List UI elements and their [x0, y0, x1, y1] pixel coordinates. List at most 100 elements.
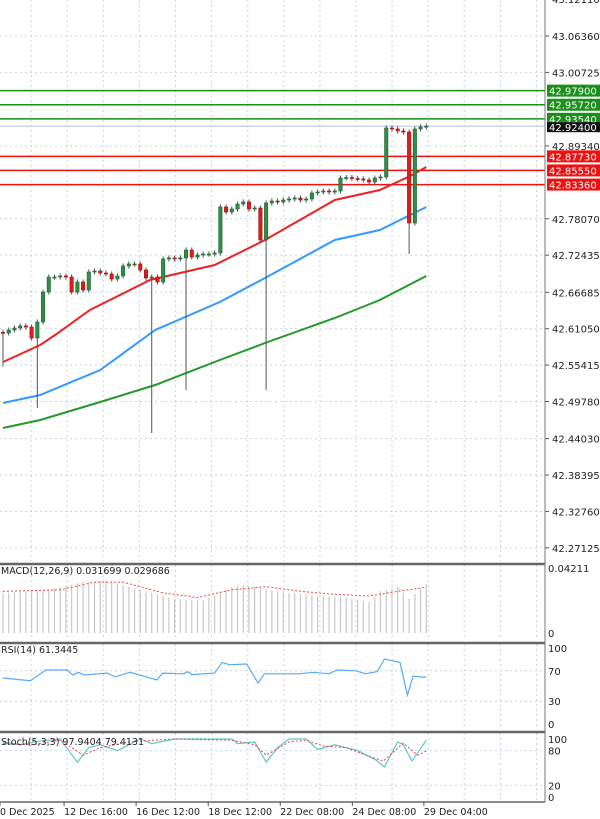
candle — [149, 274, 154, 434]
time-tick-label: 29 Dec 04:00 — [424, 807, 488, 818]
candle — [35, 319, 40, 409]
candle — [286, 196, 291, 203]
rsi-title: RSI(14) 61.3445 — [1, 645, 78, 656]
candle-body — [246, 201, 251, 210]
candle — [58, 273, 63, 280]
candle — [46, 274, 51, 295]
candle-body — [52, 276, 57, 279]
candle — [229, 206, 234, 215]
candle — [349, 174, 354, 182]
candle-body — [389, 127, 394, 130]
level-label-bg — [547, 164, 600, 177]
candle-body — [184, 249, 189, 259]
candle-body — [286, 198, 291, 201]
price-tick-label: 42.49780 — [552, 398, 600, 409]
candle — [155, 274, 160, 285]
candle — [292, 195, 297, 202]
price-tick-label: 42.89340 — [552, 142, 600, 153]
price-tick-label: 42.61050 — [552, 325, 600, 336]
candle — [201, 251, 206, 258]
candle-body — [298, 197, 303, 201]
candle — [401, 128, 406, 135]
candle-body — [292, 197, 297, 200]
candle-body — [321, 190, 326, 193]
time-tick-label: 0 Dec 2025 — [0, 807, 55, 818]
candle — [418, 124, 423, 132]
price-tick-label: 42.78070 — [552, 215, 600, 226]
candle-body — [424, 125, 429, 128]
level-label: 42.95720 — [549, 101, 597, 112]
candle — [412, 126, 417, 226]
level-label-bg — [547, 98, 600, 111]
moving-average-line — [2, 206, 427, 404]
candle — [407, 129, 412, 255]
candle-body — [189, 249, 194, 258]
current-price-label: 42.92400 — [549, 123, 597, 134]
candle-body — [23, 325, 28, 328]
candle — [367, 177, 372, 185]
candle — [298, 195, 303, 203]
candle — [166, 255, 171, 262]
candle — [12, 325, 17, 333]
candle-body — [166, 257, 171, 260]
candle-body — [395, 128, 400, 132]
candle-body — [12, 327, 17, 331]
candle-body — [63, 275, 68, 278]
price-tick-label: 42.66685 — [552, 288, 600, 299]
candle — [218, 204, 223, 256]
level-label: 42.83360 — [549, 181, 597, 192]
candle — [144, 267, 149, 281]
candle-body — [372, 177, 377, 183]
candle — [52, 274, 57, 280]
candle-body — [384, 127, 389, 178]
stoch-title: Stoch(5,3,3) 97.9404 79.4131 — [1, 737, 144, 748]
rsi-axis-label: 70 — [548, 667, 561, 678]
candle-body — [81, 281, 86, 291]
candle — [224, 204, 229, 215]
candle-body — [149, 276, 154, 279]
rsi-axis-label: 30 — [548, 697, 561, 708]
candle — [206, 251, 211, 257]
stoch-axis-label: 20 — [548, 781, 561, 792]
candle — [309, 190, 314, 202]
candle — [332, 188, 337, 195]
candle-body — [115, 275, 120, 280]
price-panel[interactable] — [0, 89, 545, 434]
candle — [321, 188, 326, 195]
grid — [0, 0, 545, 801]
candle-body — [412, 128, 417, 224]
candle — [384, 125, 389, 180]
candle — [86, 269, 91, 293]
time-tick-label: 22 Dec 08:00 — [280, 807, 344, 818]
candle — [92, 268, 97, 275]
candle — [264, 200, 269, 391]
candle-body — [355, 178, 360, 180]
candle-body — [338, 177, 343, 192]
candle-body — [172, 257, 177, 260]
candle-body — [304, 198, 309, 201]
candle — [172, 255, 177, 262]
price-tick-label: 42.38395 — [552, 471, 600, 482]
candle-body — [206, 253, 211, 256]
moving-average-line — [2, 275, 427, 429]
price-tick-label: 42.72435 — [552, 251, 600, 262]
candle-body — [315, 191, 320, 194]
candle-body — [132, 263, 137, 266]
macd-signal-line — [2, 581, 427, 599]
price-tick-label: 42.55415 — [552, 361, 600, 372]
candle — [304, 196, 309, 203]
candle-body — [0, 331, 6, 334]
candle — [281, 197, 286, 205]
candle-body — [309, 192, 314, 200]
candle — [275, 198, 280, 205]
candle-body — [75, 281, 80, 293]
candle-body — [229, 208, 234, 213]
candle-body — [46, 276, 51, 293]
time-tick-label: 24 Dec 08:00 — [352, 807, 416, 818]
macd-axis-label: 0 — [548, 629, 554, 640]
candle — [138, 261, 143, 273]
candle-body — [235, 203, 240, 210]
candle — [81, 279, 86, 293]
candle-body — [155, 276, 160, 283]
